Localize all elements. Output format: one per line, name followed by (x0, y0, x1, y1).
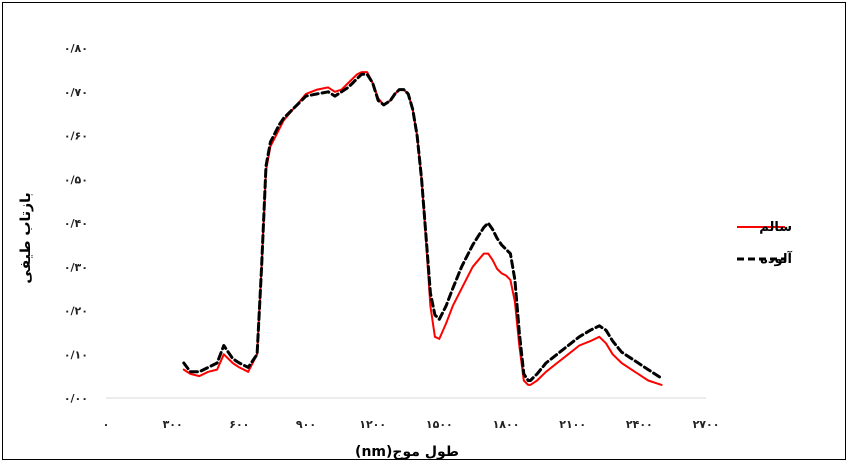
x-tick-label: ۲۷۰۰ (693, 418, 720, 431)
series-line-healthy (182, 71, 663, 386)
series-line-contaminated (182, 72, 664, 382)
y-tick-label: ۰/۴۰ (64, 217, 88, 230)
y-axis-ticks: ۰/۰۰ ۰/۱۰ ۰/۲۰ ۰/۳۰ ۰/۴۰ ۰/۵۰ ۰/۶۰ ۰/۷۰ ۰/۸۰ (64, 42, 88, 405)
x-tick-label: ۱۵۰۰ (426, 418, 453, 431)
x-tick-label: ۶۰۰ (229, 418, 249, 431)
x-tick-label: ۰ (103, 418, 110, 431)
y-tick-label: ۰/۲۰ (64, 305, 88, 318)
x-tick-label: ۱۲۰۰ (359, 418, 386, 431)
x-tick-label: ۳۰۰ (163, 418, 183, 431)
series-group (182, 71, 664, 386)
y-tick-label: ۰/۵۰ (64, 173, 88, 186)
legend-label-healthy: سالم (759, 220, 792, 235)
legend-label-contaminated: آلوده (760, 250, 792, 267)
y-tick-label: ۰/۷۰ (64, 86, 88, 99)
y-tick-label: ۰/۳۰ (64, 261, 88, 274)
x-axis-title: طول موج(nm) (355, 444, 459, 460)
legend: سالم آلوده (737, 220, 793, 267)
x-tick-label: ۹۰۰ (296, 418, 316, 431)
x-axis-ticks: ۰ ۳۰۰ ۶۰۰ ۹۰۰ ۱۲۰۰ ۱۵۰۰ ۱۸۰۰ ۲۱۰۰ ۲۴۰۰ ۲۷۰۰ (103, 418, 720, 431)
x-tick-label: ۲۴۰۰ (626, 418, 653, 431)
y-tick-label: ۰/۱۰ (64, 348, 88, 361)
x-tick-label: ۱۸۰۰ (493, 418, 520, 431)
x-tick-label: ۲۱۰۰ (559, 418, 586, 431)
y-tick-label: ۰/۶۰ (64, 130, 88, 143)
y-tick-label: ۰/۰۰ (64, 392, 88, 405)
y-tick-label: ۰/۸۰ (64, 42, 88, 55)
y-axis-title: بازتاب طیفی (18, 192, 34, 283)
